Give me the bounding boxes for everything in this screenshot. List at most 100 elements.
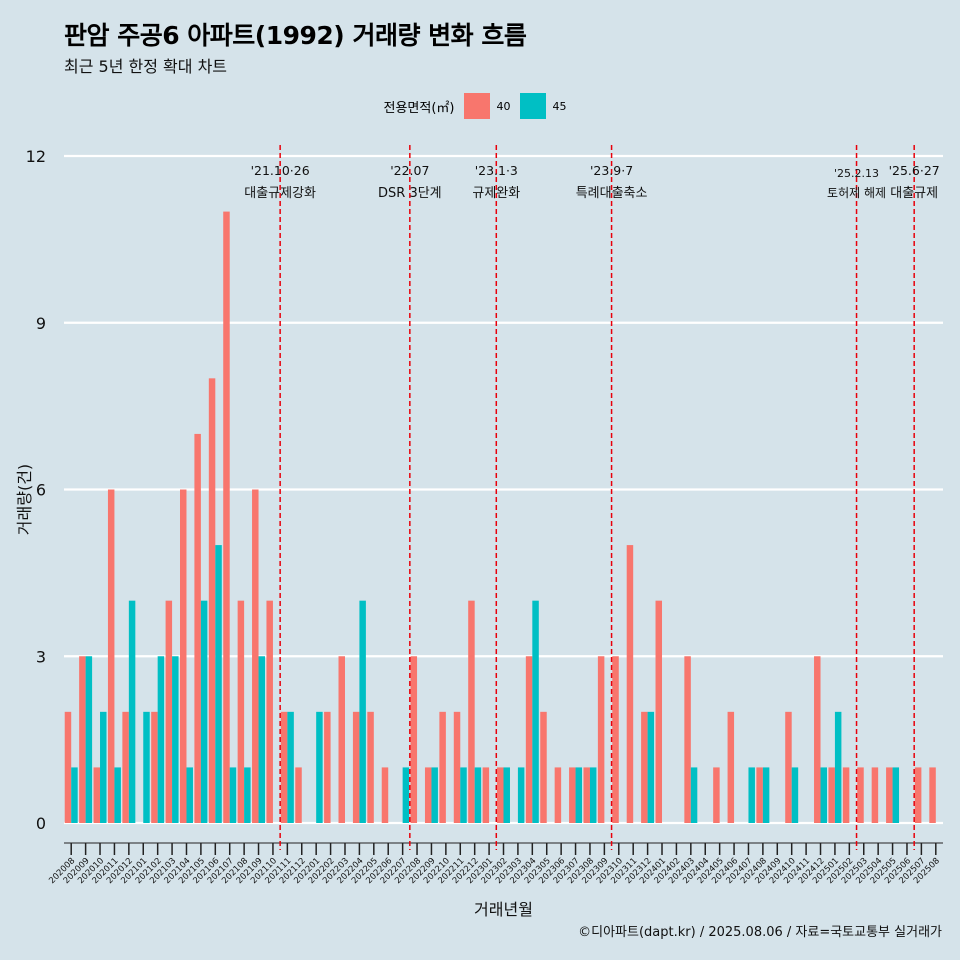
y-tick-label: 12 (26, 147, 46, 166)
event-date: '23.1·3 (475, 163, 518, 178)
bar-40-202105 (194, 434, 200, 823)
bar-40-202112 (295, 767, 301, 823)
bar-45-202111 (287, 712, 293, 823)
bar-40-202301 (483, 767, 489, 823)
y-axis-title: 거래량(건) (15, 464, 34, 535)
bar-40-202410 (785, 712, 791, 823)
event-label: 대출규제 (890, 186, 938, 201)
bar-40-202010 (94, 767, 100, 823)
bar-40-202205 (367, 712, 373, 823)
bar-40-202312 (641, 712, 647, 823)
bar-45-202207 (403, 767, 409, 823)
bar-40-202412 (814, 656, 820, 823)
bar-40-202209 (425, 767, 431, 823)
event-date: '25.2.13 (834, 167, 879, 180)
bar-45-202212 (475, 767, 481, 823)
bar-40-202009 (79, 656, 85, 823)
bar-40-202106 (209, 378, 215, 823)
bar-45-202304 (532, 601, 538, 823)
bar-40-202408 (756, 767, 762, 823)
bar-40-202012 (122, 712, 128, 823)
bar-40-202405 (713, 767, 719, 823)
bar-40-202108 (238, 601, 244, 823)
bar-45-202107 (230, 767, 236, 823)
credit: ©디아파트(dapt.kr) / 2025.08.06 / 자료=국토교통부 실… (578, 921, 942, 940)
bar-40-202212 (468, 601, 474, 823)
bar-40-202309 (598, 656, 604, 823)
y-tick-label: 6 (36, 481, 46, 500)
bar-45-202010 (100, 712, 106, 823)
bar-40-202204 (353, 712, 359, 823)
bar-45-202308 (590, 767, 596, 823)
bar-40-202305 (540, 712, 546, 823)
y-tick-label: 3 (36, 647, 46, 666)
bar-40-202102 (151, 712, 157, 823)
bar-40-202110 (266, 601, 272, 823)
bar-45-202103 (172, 656, 178, 823)
bar-45-202204 (359, 601, 365, 823)
event-date: '25.6·27 (889, 163, 940, 178)
bar-45-202403 (691, 767, 697, 823)
bar-40-202406 (728, 712, 734, 823)
bar-45-202008 (71, 767, 77, 823)
event-date: '22.07 (390, 163, 429, 178)
bar-40-202111 (281, 712, 287, 823)
event-date: '23.9·7 (590, 163, 633, 178)
bar-40-202008 (65, 712, 71, 823)
bar-40-202304 (526, 656, 532, 823)
bar-40-202504 (872, 767, 878, 823)
bar-45-202109 (259, 656, 265, 823)
bar-40-202107 (223, 212, 229, 823)
event-label: 특례대출축소 (576, 186, 648, 201)
bar-45-202307 (576, 767, 582, 823)
bar-40-202109 (252, 490, 258, 824)
event-date: '21.10·26 (251, 163, 310, 178)
bar-45-202312 (648, 712, 654, 823)
y-tick-label: 9 (36, 314, 46, 333)
bar-45-202407 (748, 767, 754, 823)
bar-40-202507 (915, 767, 921, 823)
bar-40-202210 (439, 712, 445, 823)
event-label: DSR 3단계 (378, 186, 442, 201)
bar-45-202009 (86, 656, 92, 823)
bar-40-202505 (886, 767, 892, 823)
bar-45-202412 (821, 767, 827, 823)
bar-40-202403 (684, 656, 690, 823)
bar-40-202401 (656, 601, 662, 823)
bar-40-202011 (108, 490, 114, 824)
bar-chart: 0369122020082020092020102020112020122021… (0, 0, 960, 960)
bar-40-202203 (339, 656, 345, 823)
bar-40-202103 (166, 601, 172, 823)
bar-40-202302 (497, 767, 503, 823)
x-axis-title: 거래년월 (474, 900, 533, 919)
bar-40-202311 (627, 545, 633, 823)
bar-40-202503 (857, 767, 863, 823)
bar-45-202011 (114, 767, 120, 823)
bar-45-202410 (792, 767, 798, 823)
bar-40-202211 (454, 712, 460, 823)
bar-40-202206 (382, 767, 388, 823)
bar-45-202201 (316, 712, 322, 823)
bar-45-202106 (215, 545, 221, 823)
bar-40-202508 (929, 767, 935, 823)
bar-40-202306 (555, 767, 561, 823)
event-label: 토허제 해제 (827, 186, 886, 200)
bar-45-202105 (201, 601, 207, 823)
event-label: 규제완화 (472, 186, 520, 201)
bar-45-202505 (893, 767, 899, 823)
bar-45-202101 (143, 712, 149, 823)
bar-45-202108 (244, 767, 250, 823)
bar-45-202102 (158, 656, 164, 823)
bar-45-202012 (129, 601, 135, 823)
bar-45-202104 (186, 767, 192, 823)
bar-40-202308 (583, 767, 589, 823)
bar-40-202501 (828, 767, 834, 823)
bar-40-202307 (569, 767, 575, 823)
bar-45-202408 (763, 767, 769, 823)
bar-45-202303 (518, 767, 524, 823)
bar-45-202209 (431, 767, 437, 823)
bar-45-202211 (460, 767, 466, 823)
bar-40-202208 (411, 656, 417, 823)
bar-45-202302 (504, 767, 510, 823)
bar-40-202202 (324, 712, 330, 823)
